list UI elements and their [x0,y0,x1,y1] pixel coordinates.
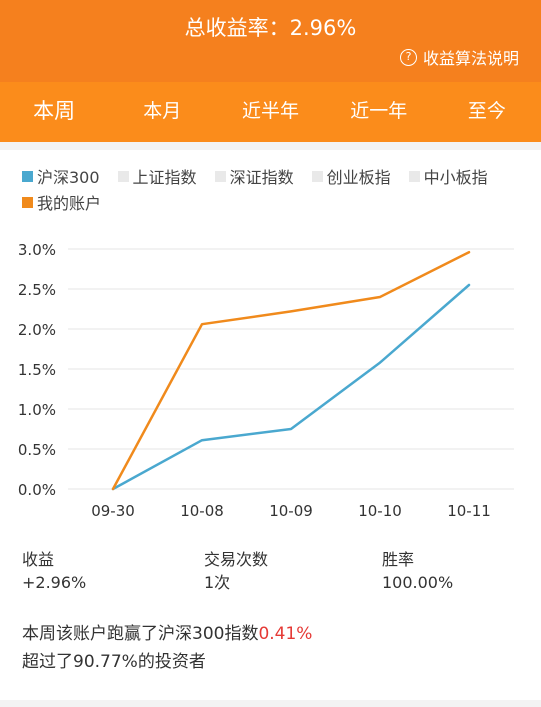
x-tick-label: 09-30 [91,502,135,520]
legend-chinext-index[interactable]: 创业板指 [311,164,391,188]
series-line-0 [111,283,471,491]
performance-summary: 本周该账户跑赢了沪深300指数0.41% 超过了90.77%的投资者 [22,620,312,676]
stat-trade-count: 交易次数 1次 [204,548,382,594]
stat-return: 收益 +2.96% [22,548,204,594]
return-line-chart: 0.0% 0.5% 1.0% 1.5% 2.0% 2.5% 3.0% 09-30 10-08 10… [18,241,514,520]
legend-swatch [22,170,33,182]
y-tick-label: 1.5% [18,361,56,379]
stat-trade-count-label: 交易次数 [204,550,269,569]
total-return: 总收益率：2.96% [0,12,541,42]
tab-this-week[interactable]: 本周 [33,99,76,123]
tab-this-month[interactable]: 本月 [143,100,182,122]
stat-win-rate-label: 胜率 [382,550,415,569]
x-tick-label: 10-09 [269,502,313,520]
x-tick-label: 10-10 [358,502,402,520]
return-algorithm-help-link[interactable]: ? 收益算法说明 [399,45,519,69]
tab-to-date[interactable]: 至今 [467,100,506,122]
legend-swatch [22,196,33,208]
stat-trade-count-value: 1次 [204,573,231,592]
tab-one-year[interactable]: 近一年 [350,100,408,122]
legend-sme-index[interactable]: 中小板指 [408,164,488,188]
y-tick-label: 3.0% [18,241,56,259]
stat-win-rate: 胜率 100.00% [382,548,453,594]
y-tick-label: 0.0% [18,481,56,499]
help-label: 收益算法说明 [422,49,519,68]
outperform-value: 0.41% [258,624,313,644]
tab-half-year[interactable]: 近半年 [242,100,300,122]
legend-hs300[interactable]: 沪深300 [22,164,100,188]
total-return-value: 2.96% [289,16,357,40]
section-divider [0,142,541,150]
legend-swatch [117,170,129,182]
total-return-label: 总收益率： [184,16,290,40]
legend-swatch [214,170,226,182]
legend-shenzhen-index[interactable]: 深证指数 [214,164,294,188]
legend-swatch [408,170,420,182]
x-tick-label: 10-11 [447,502,491,520]
chart-legend: 沪深300 上证指数 深证指数 创业板指 中小板指 我的账户 [22,163,527,215]
stat-return-label: 收益 [22,550,55,569]
y-tick-label: 0.5% [18,441,56,459]
summary-line-2: 超过了90.77%的投资者 [22,652,206,672]
bottom-divider [0,700,541,707]
x-tick-label: 10-08 [180,502,224,520]
legend-shanghai-index[interactable]: 上证指数 [117,164,197,188]
stat-return-value: +2.96% [22,573,87,592]
y-tick-label: 1.0% [18,401,56,419]
series-line-1 [111,250,471,491]
legend-my-account[interactable]: 我的账户 [22,190,101,214]
y-tick-label: 2.0% [18,321,56,339]
period-tabs: 本周 本月 近半年 近一年 至今 [0,82,541,142]
summary-line-1: 本周该账户跑赢了沪深300指数0.41% [22,624,313,644]
stat-win-rate-value: 100.00% [382,573,454,592]
stats-row: 收益 +2.96% 交易次数 1次 胜率 100.00% [22,548,522,594]
y-tick-label: 2.5% [18,281,56,299]
header-bar: 总收益率：2.96% ? 收益算法说明 [0,0,541,82]
legend-swatch [311,170,323,182]
question-circle-icon: ? [399,48,417,66]
